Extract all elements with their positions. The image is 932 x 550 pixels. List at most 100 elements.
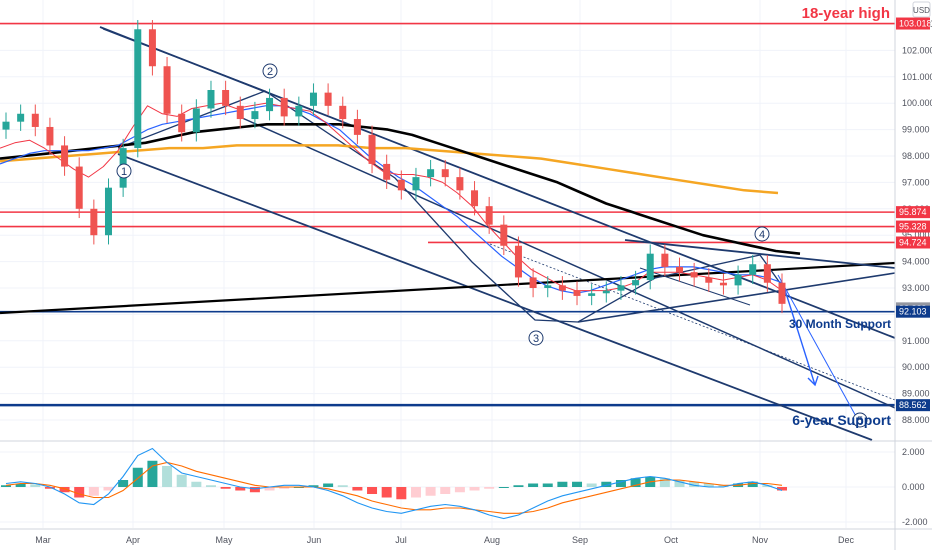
- osc-histogram-bar: [425, 487, 436, 496]
- osc-histogram-bar: [469, 487, 480, 491]
- y-tick-label: 88.000: [902, 415, 930, 425]
- osc-histogram-bar: [601, 481, 612, 487]
- candle-body: [676, 266, 684, 273]
- candle-body: [2, 121, 10, 130]
- candle-body: [632, 280, 640, 286]
- y-tick-label: 99.000: [902, 125, 930, 135]
- candle-body: [236, 105, 244, 120]
- osc-histogram-bar: [777, 487, 787, 491]
- candles: [2, 20, 786, 314]
- osc-histogram-bar: [249, 487, 260, 493]
- price-tag-label: 92.103: [899, 307, 927, 317]
- price-tag-box: [896, 236, 930, 249]
- trendlines: [0, 26, 896, 441]
- candle-body: [222, 90, 230, 106]
- candle-body: [661, 253, 669, 267]
- wave-label-text: 2: [267, 66, 273, 78]
- y-tick-label: 102.000: [902, 45, 932, 55]
- osc-histogram-bar: [615, 480, 626, 487]
- x-tick-label: Oct: [664, 535, 679, 545]
- x-tick-label: Jul: [395, 535, 407, 545]
- price-tag-box: [896, 206, 930, 219]
- osc-histogram-bar: [703, 483, 714, 487]
- y-tick-label: 89.000: [902, 389, 930, 399]
- price-tag-label: 103.018: [899, 19, 932, 29]
- wave-label-circle: [754, 226, 770, 242]
- candle-body: [705, 277, 713, 283]
- candle-body: [514, 245, 522, 278]
- price-tag-label: 88.562: [899, 400, 927, 410]
- osc-histogram-bar: [59, 487, 70, 493]
- currency-box[interactable]: [912, 1, 931, 18]
- y-tick-label: 90.000: [902, 362, 930, 372]
- ma-line-orange: [0, 144, 779, 195]
- wave-label-circle: [528, 330, 544, 346]
- osc-histogram-bar: [454, 487, 465, 493]
- trendline: [577, 272, 896, 323]
- osc-histogram-bar: [30, 484, 41, 487]
- wave-label-circle: [116, 163, 132, 179]
- osc-histogram-bar: [718, 485, 729, 487]
- annotation-6-year-support: 6-year Support: [792, 412, 891, 428]
- projection-line: [777, 274, 859, 421]
- candle-body: [266, 97, 274, 112]
- y-tick-label: 95.000: [902, 230, 930, 240]
- x-tick-label: Jun: [307, 535, 322, 545]
- osc-histogram-bar: [498, 487, 509, 488]
- osc-histogram-bar: [147, 460, 158, 487]
- y-tick-label: 100.000: [902, 98, 932, 108]
- price-tag-box: [896, 399, 930, 412]
- candle-body: [734, 274, 742, 286]
- x-tick-label: Sep: [572, 535, 588, 545]
- candle-body: [529, 277, 537, 288]
- candle-body: [339, 105, 347, 120]
- x-tick-label: Apr: [126, 535, 140, 545]
- candle-body: [602, 290, 610, 294]
- osc-histogram-bar: [659, 478, 670, 487]
- osc-histogram-bar: [674, 480, 685, 487]
- annotations: 18-year high 30 Month Support 6-year Sup…: [789, 5, 891, 428]
- candle-body: [46, 126, 54, 146]
- projection-arrow: [784, 289, 816, 386]
- osc-histogram-bar: [323, 483, 334, 487]
- candle-body: [251, 111, 259, 120]
- y-tick-label: 93.000: [902, 283, 930, 293]
- candle-body: [17, 113, 25, 122]
- elliott-wave-path: [117, 90, 786, 323]
- osc-macd-line: [5, 447, 783, 520]
- oscillator-panel: [0, 447, 895, 523]
- x-tick-label: May: [215, 535, 233, 545]
- osc-histogram-bar: [103, 487, 114, 491]
- candle-body: [719, 282, 727, 286]
- candle-body: [412, 177, 420, 191]
- osc-histogram-bar: [88, 487, 99, 496]
- x-tick-label: Nov: [752, 535, 769, 545]
- osc-histogram-bar: [396, 487, 407, 500]
- price-tag-box: [896, 17, 930, 30]
- candle-body: [397, 179, 405, 191]
- candle-body: [763, 264, 771, 283]
- osc-histogram-bar: [1, 485, 11, 487]
- candle-body: [485, 206, 493, 225]
- osc-histogram-bar: [513, 485, 524, 487]
- trendline: [239, 116, 896, 409]
- candle-body: [383, 163, 391, 180]
- osc-histogram-bar: [44, 487, 55, 489]
- candle-body: [544, 285, 552, 288]
- osc-histogram-bar: [220, 487, 231, 489]
- candle-body: [617, 285, 625, 291]
- osc-histogram-bar: [15, 483, 26, 487]
- osc-histogram-bar: [132, 467, 143, 487]
- osc-histogram-bar: [381, 487, 392, 498]
- candle-body: [456, 177, 464, 191]
- price-tag-label: 95.328: [899, 222, 927, 232]
- osc-histogram-bar: [118, 480, 129, 487]
- candle-body: [690, 272, 698, 278]
- trendline: [639, 267, 751, 306]
- y-tick-label: 94.000: [902, 257, 930, 267]
- price-tag-label: 95.874: [899, 207, 927, 217]
- candle-body: [61, 145, 69, 167]
- osc-histogram-bar: [542, 483, 553, 487]
- wave-label-text: 1: [121, 166, 127, 178]
